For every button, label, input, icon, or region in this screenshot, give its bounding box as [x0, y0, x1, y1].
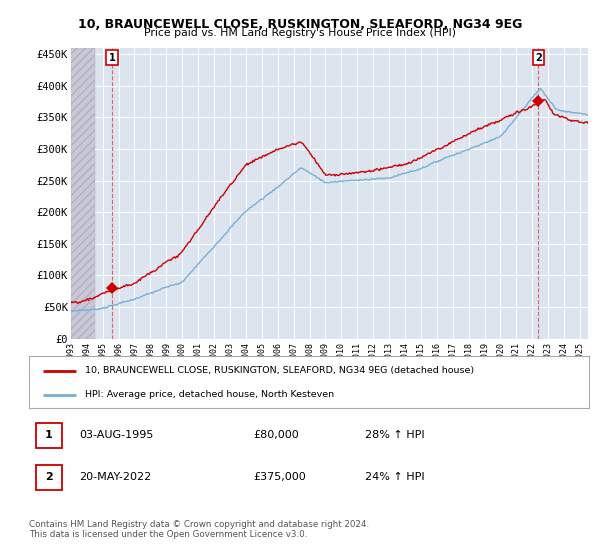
Text: HPI: Average price, detached house, North Kesteven: HPI: Average price, detached house, Nort… — [85, 390, 334, 399]
Text: 2: 2 — [535, 53, 542, 63]
Text: 20-MAY-2022: 20-MAY-2022 — [79, 473, 151, 482]
FancyBboxPatch shape — [35, 465, 62, 490]
Text: 10, BRAUNCEWELL CLOSE, RUSKINGTON, SLEAFORD, NG34 9EG: 10, BRAUNCEWELL CLOSE, RUSKINGTON, SLEAF… — [78, 18, 522, 31]
Text: Price paid vs. HM Land Registry's House Price Index (HPI): Price paid vs. HM Land Registry's House … — [144, 28, 456, 38]
Text: £80,000: £80,000 — [253, 430, 299, 440]
Text: 2: 2 — [45, 473, 53, 482]
Text: 1: 1 — [109, 53, 115, 63]
Text: 03-AUG-1995: 03-AUG-1995 — [79, 430, 154, 440]
Text: 10, BRAUNCEWELL CLOSE, RUSKINGTON, SLEAFORD, NG34 9EG (detached house): 10, BRAUNCEWELL CLOSE, RUSKINGTON, SLEAF… — [85, 366, 474, 375]
Text: £375,000: £375,000 — [253, 473, 306, 482]
Text: 24% ↑ HPI: 24% ↑ HPI — [365, 473, 425, 482]
Text: 28% ↑ HPI: 28% ↑ HPI — [365, 430, 425, 440]
FancyBboxPatch shape — [35, 423, 62, 447]
Text: 1: 1 — [45, 430, 53, 440]
Text: Contains HM Land Registry data © Crown copyright and database right 2024.
This d: Contains HM Land Registry data © Crown c… — [29, 520, 369, 539]
